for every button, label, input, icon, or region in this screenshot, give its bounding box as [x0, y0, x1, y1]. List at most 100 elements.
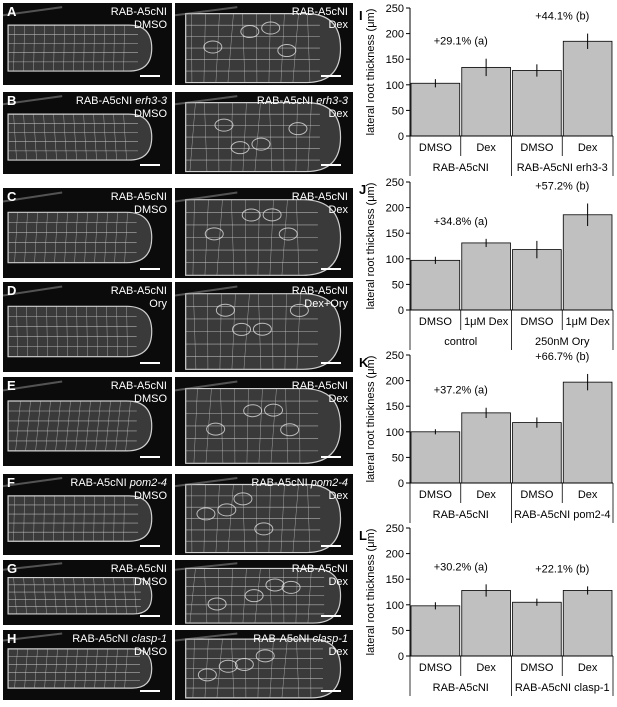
x-tick-label: 1μM Dex: [464, 316, 509, 328]
panel-letter: F: [7, 475, 15, 490]
scale-bar: [140, 268, 160, 270]
bar: [563, 382, 612, 483]
x-tick-label: Dex: [476, 142, 496, 154]
y-tick-label: 200: [386, 203, 404, 215]
bar: [411, 432, 460, 483]
treatment-label: Ory: [111, 298, 167, 311]
percent-change-annotation: +57.2% (b): [535, 181, 589, 193]
bar: [513, 70, 562, 136]
y-axis-label: lateral root thickness (μm): [365, 356, 377, 483]
group-label: RAB-A5cNI erh3-3: [517, 162, 608, 174]
x-tick-label: DMSO: [419, 662, 452, 674]
line-name: RAB-A5cNI: [292, 563, 348, 575]
group-label: RAB-A5cNI pom2-4: [514, 509, 611, 521]
line-name: RAB-A5cNI: [111, 6, 167, 18]
x-tick-label: Dex: [476, 662, 496, 674]
x-tick-label: Dex: [578, 662, 598, 674]
bar: [563, 41, 612, 136]
bar: [411, 606, 460, 656]
scale-bar: [140, 690, 160, 692]
line-name: RAB-A5cNI: [292, 380, 348, 392]
group-label: 250nM Ory: [535, 336, 590, 348]
y-tick-label: 0: [398, 305, 404, 317]
bar: [513, 423, 562, 483]
line-name: RAB-A5cNI: [76, 95, 132, 107]
treatment-label: DMSO: [72, 646, 167, 659]
line-name: RAB-A5cNI: [253, 633, 309, 645]
percent-change-annotation: +44.1% (b): [535, 11, 589, 23]
y-tick-label: 100: [386, 254, 404, 266]
x-tick-label: Dex: [578, 142, 598, 154]
scale-bar: [140, 164, 160, 166]
line-name: RAB-A5cNI: [292, 191, 348, 203]
panel-letter: H: [7, 631, 16, 646]
y-tick-label: 50: [392, 625, 404, 637]
x-tick-label: DMSO: [520, 489, 553, 501]
scale-bar: [321, 164, 341, 166]
scale-bar: [321, 75, 341, 77]
percent-change-annotation: +22.1% (b): [535, 563, 589, 575]
y-tick-label: 250: [386, 177, 404, 189]
treatment-label: Dex: [292, 204, 348, 217]
treatment-label: Dex: [292, 19, 348, 32]
line-name: RAB-A5cNI: [111, 380, 167, 392]
y-axis-label: lateral root thickness (μm): [365, 183, 377, 310]
scale-bar: [321, 690, 341, 692]
gene-name: pom2-4: [130, 477, 167, 489]
scale-bar: [140, 615, 160, 617]
treatment-label: DMSO: [111, 204, 167, 217]
treatment-label: DMSO: [70, 490, 167, 503]
panel-letter: D: [7, 283, 16, 298]
y-tick-label: 0: [398, 651, 404, 663]
x-tick-label: DMSO: [520, 142, 553, 154]
line-name: RAB-A5cNI: [292, 285, 348, 297]
x-tick-label: Dex: [578, 489, 598, 501]
scale-bar: [321, 545, 341, 547]
y-tick-label: 0: [398, 131, 404, 143]
percent-change-annotation: +29.1% (a): [434, 36, 488, 48]
bar: [462, 243, 511, 310]
y-tick-label: 0: [398, 478, 404, 490]
root-outline: [8, 25, 152, 71]
bar: [513, 602, 562, 656]
percent-change-annotation: +66.7% (b): [535, 351, 589, 363]
treatment-label: Dex: [257, 108, 348, 121]
panel-letter: B: [7, 93, 16, 108]
y-axis-label: lateral root thickness (μm): [365, 9, 377, 136]
gene-name: erh3-3: [135, 95, 167, 107]
y-tick-label: 150: [386, 574, 404, 586]
panel-letter: G: [7, 561, 17, 576]
percent-change-annotation: +34.8% (a): [434, 216, 488, 228]
treatment-label: DMSO: [111, 576, 167, 589]
treatment-label: Dex: [292, 393, 348, 406]
scale-bar: [321, 268, 341, 270]
bar: [462, 590, 511, 656]
y-tick-label: 50: [392, 452, 404, 464]
scale-bar: [140, 362, 160, 364]
treatment-label: Dex: [251, 490, 348, 503]
line-name: RAB-A5cNI: [251, 477, 307, 489]
group-label: RAB-A5cNI: [433, 682, 489, 694]
group-label: RAB-A5cNI: [433, 509, 489, 521]
x-tick-label: DMSO: [520, 316, 553, 328]
